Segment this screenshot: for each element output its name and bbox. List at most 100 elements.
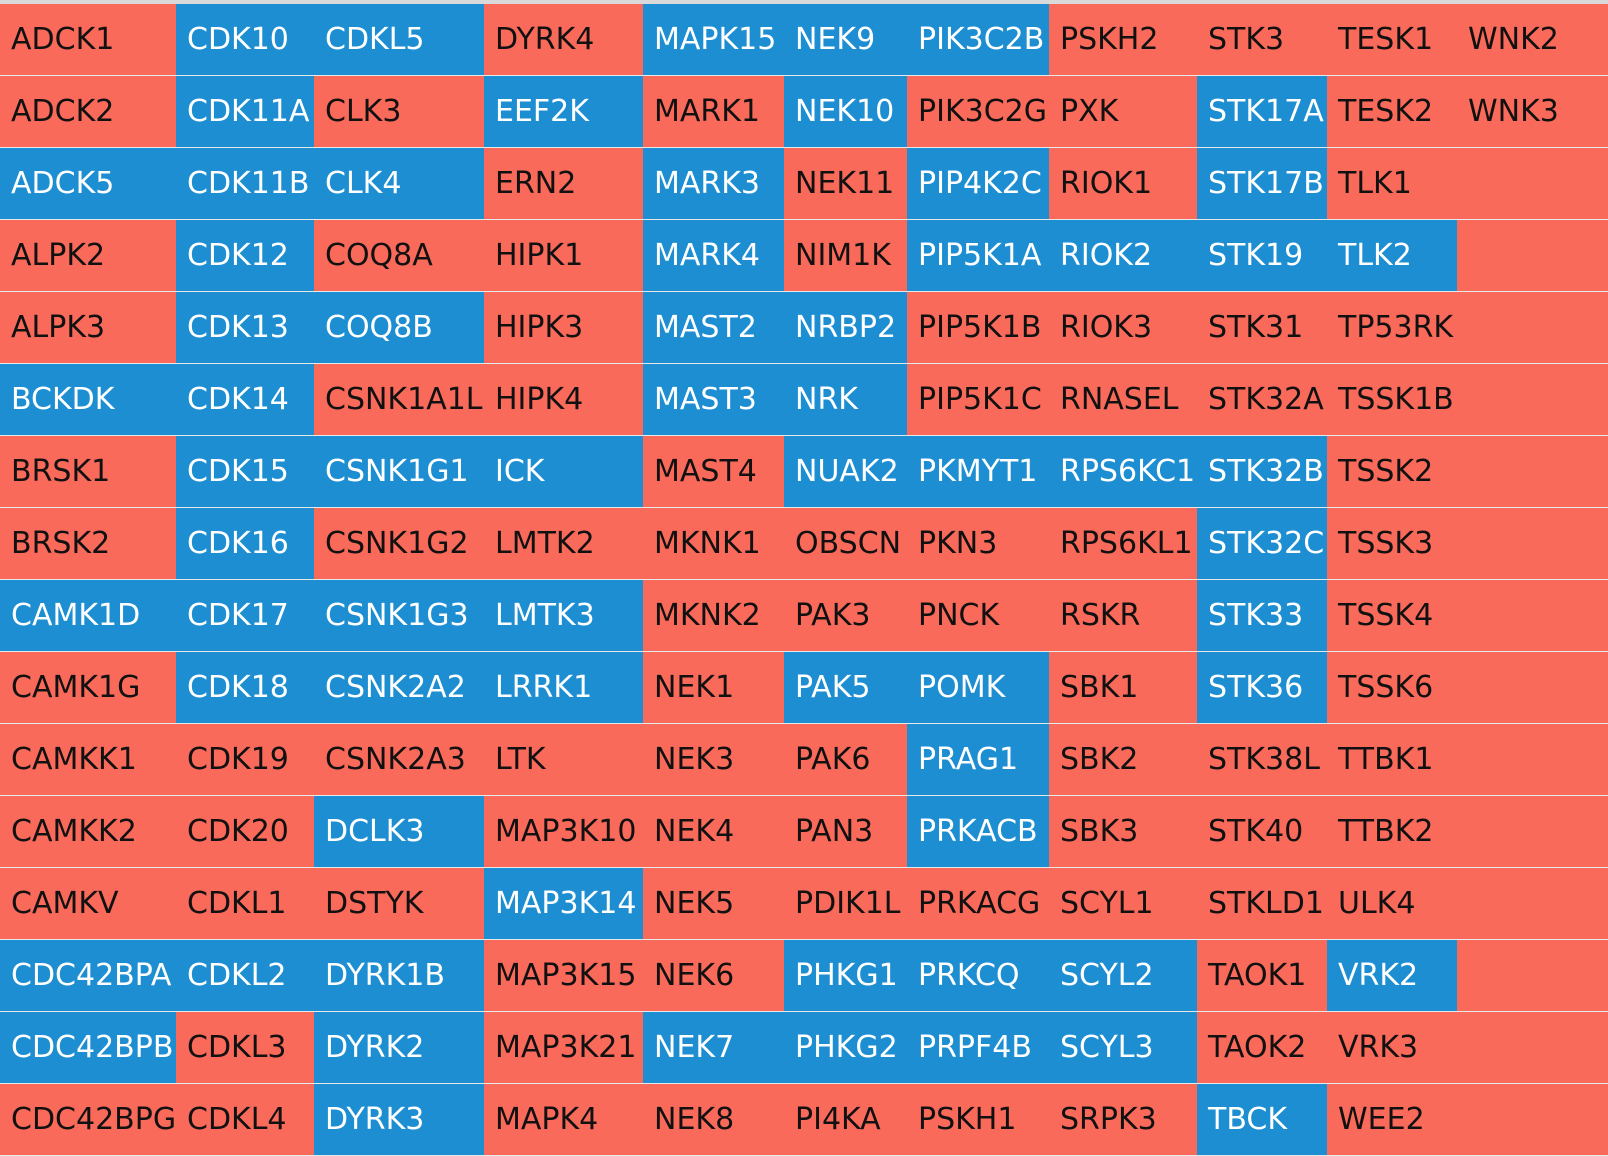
kinase-cell: STK36 xyxy=(1197,652,1327,723)
kinase-cell: PIP4K2C xyxy=(907,148,1049,219)
kinase-cell: ALPK3 xyxy=(0,292,176,363)
kinase-cell: MAST2 xyxy=(643,292,784,363)
kinase-cell: RIOK3 xyxy=(1049,292,1197,363)
kinase-cell: PRKCQ xyxy=(907,940,1049,1011)
kinase-cell: CDK17 xyxy=(176,580,314,651)
kinase-cell: CSNK1G2 xyxy=(314,508,484,579)
grid-row: BCKDK CDK14 CSNK1A1L HIPK4 MAST3 NRK PIP5K1C RN… xyxy=(0,364,1608,436)
kinase-cell: STK31 xyxy=(1197,292,1327,363)
kinase-cell: ADCK5 xyxy=(0,148,176,219)
kinase-cell xyxy=(1457,1012,1608,1083)
kinase-cell: CAMKK2 xyxy=(0,796,176,867)
kinase-cell: CDC42BPB xyxy=(0,1012,176,1083)
kinase-cell: CDK11B xyxy=(176,148,314,219)
kinase-cell: STK33 xyxy=(1197,580,1327,651)
kinase-cell: STK3 xyxy=(1197,4,1327,75)
kinase-cell: TP53RK xyxy=(1327,292,1457,363)
kinase-cell: NEK1 xyxy=(643,652,784,723)
kinase-cell: CDKL2 xyxy=(176,940,314,1011)
kinase-cell: CAMKK1 xyxy=(0,724,176,795)
kinase-cell: MAPK4 xyxy=(484,1084,643,1155)
grid-row: CDC42BPB CDKL3 DYRK2 MAP3K21 NEK7 PHKG2 PRPF4B… xyxy=(0,1012,1608,1084)
kinase-cell: WNK2 xyxy=(1457,4,1608,75)
kinase-cell: NEK3 xyxy=(643,724,784,795)
kinase-cell: TSSK2 xyxy=(1327,436,1457,507)
kinase-cell: PHKG1 xyxy=(784,940,907,1011)
grid-row: CAMK1D CDK17 CSNK1G3 LMTK3 MKNK2 PAK3 PNCK RSKR… xyxy=(0,580,1608,652)
kinase-cell: CAMK1D xyxy=(0,580,176,651)
kinase-cell xyxy=(1457,220,1608,291)
kinase-cell: LMTK2 xyxy=(484,508,643,579)
kinase-cell: ULK4 xyxy=(1327,868,1457,939)
kinase-cell: ADCK2 xyxy=(0,76,176,147)
kinase-cell: COQ8A xyxy=(314,220,484,291)
kinase-cell: NEK6 xyxy=(643,940,784,1011)
kinase-cell: PI4KA xyxy=(784,1084,907,1155)
kinase-cell xyxy=(1457,1084,1608,1155)
grid-row: CDC42BPA CDKL2 DYRK1B MAP3K15 NEK6 PHKG1 PRKCQ… xyxy=(0,940,1608,1012)
kinase-cell xyxy=(1457,940,1608,1011)
kinase-cell: RPS6KC1 xyxy=(1049,436,1197,507)
kinase-cell: TBCK xyxy=(1197,1084,1327,1155)
kinase-cell: MAPK15 xyxy=(643,4,784,75)
kinase-cell xyxy=(1457,724,1608,795)
kinase-cell: ADCK1 xyxy=(0,4,176,75)
kinase-cell: RNASEL xyxy=(1049,364,1197,435)
kinase-cell: ERN2 xyxy=(484,148,643,219)
kinase-cell: SBK1 xyxy=(1049,652,1197,723)
kinase-cell: DYRK4 xyxy=(484,4,643,75)
grid-row: CDC42BPG CDKL4 DYRK3 MAPK4 NEK8 PI4KA PSKH1 SRP… xyxy=(0,1084,1608,1156)
kinase-cell: PRKACB xyxy=(907,796,1049,867)
kinase-cell: CSNK2A3 xyxy=(314,724,484,795)
kinase-cell: BRSK2 xyxy=(0,508,176,579)
kinase-cell: DCLK3 xyxy=(314,796,484,867)
kinase-cell: MARK4 xyxy=(643,220,784,291)
kinase-cell: NIM1K xyxy=(784,220,907,291)
kinase-cell xyxy=(1457,148,1608,219)
kinase-cell: CDKL1 xyxy=(176,868,314,939)
kinase-cell: PAN3 xyxy=(784,796,907,867)
kinase-cell: PRKACG xyxy=(907,868,1049,939)
kinase-cell: NEK5 xyxy=(643,868,784,939)
kinase-cell: RIOK2 xyxy=(1049,220,1197,291)
kinase-cell: LRRK1 xyxy=(484,652,643,723)
kinase-cell: MAST3 xyxy=(643,364,784,435)
kinase-cell xyxy=(1457,652,1608,723)
kinase-cell: MAST4 xyxy=(643,436,784,507)
kinase-cell: SCYL3 xyxy=(1049,1012,1197,1083)
kinase-cell: DYRK3 xyxy=(314,1084,484,1155)
kinase-cell: MAP3K10 xyxy=(484,796,643,867)
kinase-cell: STKLD1 xyxy=(1197,868,1327,939)
kinase-cell: MARK3 xyxy=(643,148,784,219)
kinase-cell: NEK9 xyxy=(784,4,907,75)
kinase-cell: CDK11A xyxy=(176,76,314,147)
kinase-cell: PIK3C2B xyxy=(907,4,1049,75)
kinase-cell: STK19 xyxy=(1197,220,1327,291)
kinase-cell: PIP5K1B xyxy=(907,292,1049,363)
kinase-cell: CDC42BPG xyxy=(0,1084,176,1155)
kinase-cell: NEK10 xyxy=(784,76,907,147)
kinase-cell: POMK xyxy=(907,652,1049,723)
kinase-cell: STK32B xyxy=(1197,436,1327,507)
kinase-cell: HIPK3 xyxy=(484,292,643,363)
kinase-cell: TAOK2 xyxy=(1197,1012,1327,1083)
kinase-cell: CSNK1G1 xyxy=(314,436,484,507)
kinase-cell: TTBK1 xyxy=(1327,724,1457,795)
kinase-cell: HIPK1 xyxy=(484,220,643,291)
kinase-cell: STK32C xyxy=(1197,508,1327,579)
kinase-cell: PSKH2 xyxy=(1049,4,1197,75)
grid-row: CAMK1G CDK18 CSNK2A2 LRRK1 NEK1 PAK5 POMK SBK1 S… xyxy=(0,652,1608,724)
kinase-cell xyxy=(1457,436,1608,507)
kinase-cell: VRK3 xyxy=(1327,1012,1457,1083)
kinase-cell xyxy=(1457,364,1608,435)
kinase-cell: CDK20 xyxy=(176,796,314,867)
kinase-cell: PKMYT1 xyxy=(907,436,1049,507)
kinase-cell: MARK1 xyxy=(643,76,784,147)
kinase-cell: SCYL2 xyxy=(1049,940,1197,1011)
kinase-cell: COQ8B xyxy=(314,292,484,363)
kinase-cell: STK40 xyxy=(1197,796,1327,867)
kinase-cell: STK17B xyxy=(1197,148,1327,219)
kinase-cell xyxy=(1457,508,1608,579)
kinase-cell: PDIK1L xyxy=(784,868,907,939)
kinase-cell: CDK15 xyxy=(176,436,314,507)
